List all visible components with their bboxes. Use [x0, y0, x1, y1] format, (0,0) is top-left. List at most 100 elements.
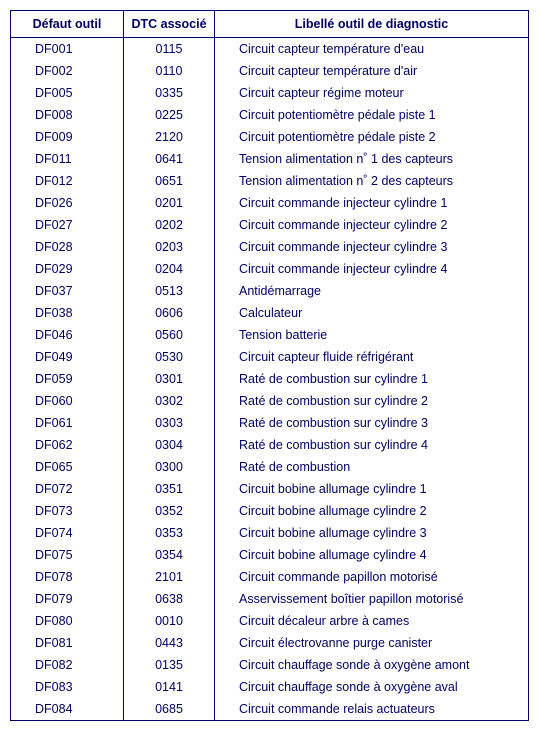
table-row: DF0840685Circuit commande relais actuate… — [11, 698, 529, 721]
cell-defaut: DF009 — [11, 126, 124, 148]
cell-dtc: 2101 — [124, 566, 215, 588]
cell-libelle: Antidémarrage — [215, 280, 529, 302]
cell-dtc: 0335 — [124, 82, 215, 104]
cell-defaut: DF084 — [11, 698, 124, 721]
cell-dtc: 0225 — [124, 104, 215, 126]
table-row: DF0050335Circuit capteur régime moteur — [11, 82, 529, 104]
table-row: DF0750354Circuit bobine allumage cylindr… — [11, 544, 529, 566]
col-header-dtc: DTC associé — [124, 11, 215, 38]
cell-defaut: DF083 — [11, 676, 124, 698]
cell-libelle: Raté de combustion sur cylindre 2 — [215, 390, 529, 412]
col-header-defaut: Défaut outil — [11, 11, 124, 38]
cell-dtc: 0443 — [124, 632, 215, 654]
cell-libelle: Tension batterie — [215, 324, 529, 346]
table-row: DF0080225Circuit potentiomètre pédale pi… — [11, 104, 529, 126]
cell-libelle: Circuit potentiomètre pédale piste 1 — [215, 104, 529, 126]
cell-libelle: Circuit commande injecteur cylindre 4 — [215, 258, 529, 280]
cell-dtc: 0301 — [124, 368, 215, 390]
cell-dtc: 0201 — [124, 192, 215, 214]
table-row: DF0460560Tension batterie — [11, 324, 529, 346]
cell-dtc: 0303 — [124, 412, 215, 434]
table-row: DF0600302Raté de combustion sur cylindre… — [11, 390, 529, 412]
cell-dtc: 0513 — [124, 280, 215, 302]
cell-libelle: Circuit bobine allumage cylindre 3 — [215, 522, 529, 544]
cell-defaut: DF081 — [11, 632, 124, 654]
cell-defaut: DF026 — [11, 192, 124, 214]
cell-defaut: DF029 — [11, 258, 124, 280]
table-row: DF0730352Circuit bobine allumage cylindr… — [11, 500, 529, 522]
cell-libelle: Circuit capteur régime moteur — [215, 82, 529, 104]
cell-defaut: DF072 — [11, 478, 124, 500]
cell-libelle: Circuit chauffage sonde à oxygène aval — [215, 676, 529, 698]
cell-dtc: 0115 — [124, 38, 215, 61]
table-row: DF0370513Antidémarrage — [11, 280, 529, 302]
cell-libelle: Circuit bobine allumage cylindre 2 — [215, 500, 529, 522]
cell-dtc: 0204 — [124, 258, 215, 280]
cell-defaut: DF059 — [11, 368, 124, 390]
cell-defaut: DF027 — [11, 214, 124, 236]
cell-libelle: Raté de combustion sur cylindre 3 — [215, 412, 529, 434]
cell-libelle: Circuit commande injecteur cylindre 3 — [215, 236, 529, 258]
table-row: DF0810443Circuit électrovanne purge cani… — [11, 632, 529, 654]
cell-dtc: 0351 — [124, 478, 215, 500]
cell-dtc: 0302 — [124, 390, 215, 412]
cell-dtc: 0530 — [124, 346, 215, 368]
cell-dtc: 0202 — [124, 214, 215, 236]
table-row: DF0800010Circuit décaleur arbre à cames — [11, 610, 529, 632]
cell-dtc: 0606 — [124, 302, 215, 324]
cell-libelle: Circuit commande injecteur cylindre 2 — [215, 214, 529, 236]
col-header-libelle: Libellé outil de diagnostic — [215, 11, 529, 38]
cell-dtc: 0641 — [124, 148, 215, 170]
cell-libelle: Circuit commande relais actuateurs — [215, 698, 529, 721]
table-row: DF0020110Circuit capteur température d'a… — [11, 60, 529, 82]
table-body: DF0010115Circuit capteur température d'e… — [11, 38, 529, 721]
cell-defaut: DF075 — [11, 544, 124, 566]
cell-libelle: Circuit commande injecteur cylindre 1 — [215, 192, 529, 214]
cell-libelle: Circuit électrovanne purge canister — [215, 632, 529, 654]
cell-libelle: Raté de combustion — [215, 456, 529, 478]
cell-defaut: DF005 — [11, 82, 124, 104]
table-row: DF0720351Circuit bobine allumage cylindr… — [11, 478, 529, 500]
cell-defaut: DF073 — [11, 500, 124, 522]
cell-dtc: 0141 — [124, 676, 215, 698]
cell-defaut: DF062 — [11, 434, 124, 456]
table-row: DF0650300Raté de combustion — [11, 456, 529, 478]
table-row: DF0590301Raté de combustion sur cylindre… — [11, 368, 529, 390]
cell-defaut: DF080 — [11, 610, 124, 632]
cell-defaut: DF028 — [11, 236, 124, 258]
cell-defaut: DF049 — [11, 346, 124, 368]
table-row: DF0620304Raté de combustion sur cylindre… — [11, 434, 529, 456]
table-row: DF0010115Circuit capteur température d'e… — [11, 38, 529, 61]
table-row: DF0782101Circuit commande papillon motor… — [11, 566, 529, 588]
cell-libelle: Circuit potentiomètre pédale piste 2 — [215, 126, 529, 148]
cell-defaut: DF037 — [11, 280, 124, 302]
cell-libelle: Circuit décaleur arbre à cames — [215, 610, 529, 632]
cell-libelle: Raté de combustion sur cylindre 1 — [215, 368, 529, 390]
cell-defaut: DF008 — [11, 104, 124, 126]
cell-dtc: 0651 — [124, 170, 215, 192]
cell-defaut: DF061 — [11, 412, 124, 434]
table-row: DF0490530Circuit capteur fluide réfrigér… — [11, 346, 529, 368]
table-row: DF0120651Tension alimentation n˚ 2 des c… — [11, 170, 529, 192]
diagnostic-codes-table: Défaut outil DTC associé Libellé outil d… — [10, 10, 529, 721]
cell-defaut: DF060 — [11, 390, 124, 412]
table-row: DF0110641Tension alimentation n˚ 1 des c… — [11, 148, 529, 170]
cell-libelle: Tension alimentation n˚ 1 des capteurs — [215, 148, 529, 170]
cell-dtc: 0560 — [124, 324, 215, 346]
cell-libelle: Asservissement boîtier papillon motorisé — [215, 588, 529, 610]
cell-dtc: 0300 — [124, 456, 215, 478]
table-row: DF0280203Circuit commande injecteur cyli… — [11, 236, 529, 258]
cell-defaut: DF011 — [11, 148, 124, 170]
cell-libelle: Raté de combustion sur cylindre 4 — [215, 434, 529, 456]
table-row: DF0380606Calculateur — [11, 302, 529, 324]
table-row: DF0790638Asservissement boîtier papillon… — [11, 588, 529, 610]
cell-defaut: DF046 — [11, 324, 124, 346]
table-row: DF0610303Raté de combustion sur cylindre… — [11, 412, 529, 434]
cell-libelle: Circuit bobine allumage cylindre 4 — [215, 544, 529, 566]
cell-defaut: DF012 — [11, 170, 124, 192]
table-row: DF0830141Circuit chauffage sonde à oxygè… — [11, 676, 529, 698]
cell-libelle: Circuit capteur température d'eau — [215, 38, 529, 61]
cell-dtc: 0638 — [124, 588, 215, 610]
cell-dtc: 0352 — [124, 500, 215, 522]
cell-libelle: Calculateur — [215, 302, 529, 324]
